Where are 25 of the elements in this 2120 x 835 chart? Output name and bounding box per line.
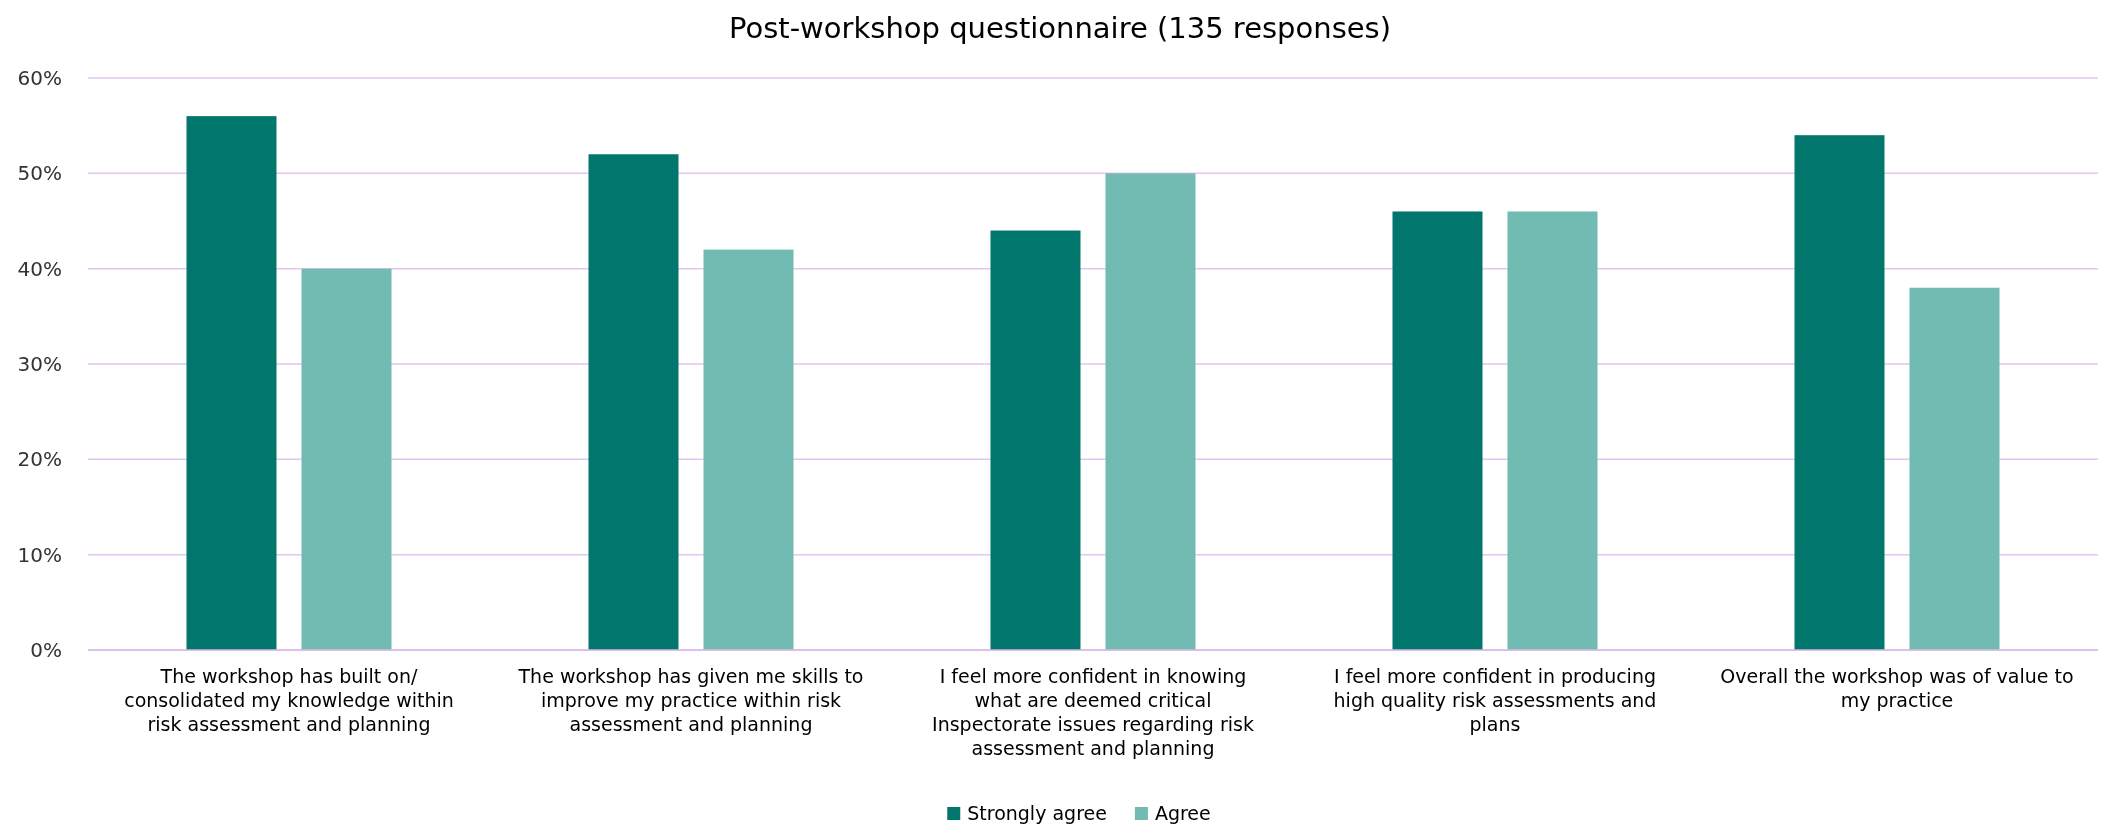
bar — [1909, 287, 2000, 650]
legend-label: Strongly agree — [967, 802, 1107, 824]
y-tick-label: 40% — [17, 256, 62, 281]
y-tick-label: 10% — [17, 542, 62, 567]
legend-label: Agree — [1154, 802, 1211, 824]
x-tick-label: The workshop has built on/ consolidated my knowledge within risk assessment and planning — [124, 665, 454, 735]
bar — [1105, 173, 1196, 650]
bar — [1507, 211, 1598, 650]
y-tick-label: 20% — [17, 447, 62, 472]
y-tick-label: 60% — [17, 66, 62, 90]
chart-title: Post-workshop questionnaire (135 responses) — [728, 11, 1392, 45]
x-tick-label: The workshop has given me skills to improve my practice within risk assessment and planning — [517, 665, 864, 735]
bar — [301, 268, 392, 650]
y-tick-label: 30% — [17, 352, 62, 376]
x-tick-label: I feel more confident in knowing what are deemed critical Inspectorate issues regarding risk assessment and planning — [932, 665, 1254, 759]
bar — [186, 116, 277, 650]
y-tick-label: 0% — [30, 638, 62, 662]
x-tick-label: I feel more confident in producing high quality risk assessments and plans — [1333, 665, 1657, 735]
bar — [703, 249, 794, 650]
bar — [588, 154, 679, 650]
x-tick-label: Overall the workshop was of value to my practice — [1720, 665, 2074, 711]
y-tick-label: 50% — [17, 161, 62, 186]
bar — [1392, 211, 1483, 650]
bar — [1794, 135, 1885, 650]
bar — [990, 230, 1081, 650]
